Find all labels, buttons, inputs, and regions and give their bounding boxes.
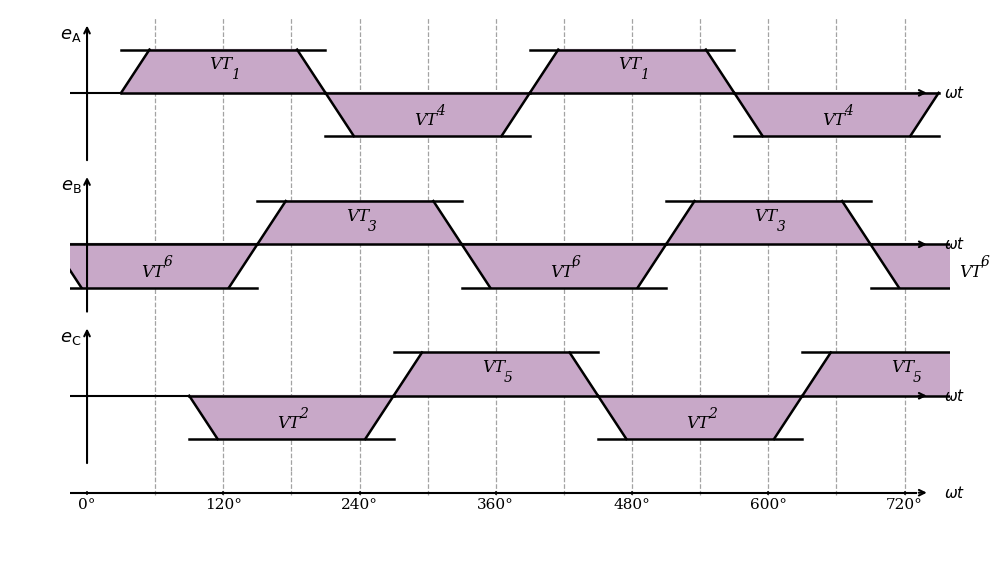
Text: $\omega t$: $\omega t$ — [944, 85, 966, 101]
Text: 1: 1 — [640, 68, 649, 82]
Text: 480°: 480° — [614, 498, 651, 512]
Text: $e_\mathrm{A}$: $e_\mathrm{A}$ — [60, 26, 81, 44]
Text: VT: VT — [686, 415, 709, 432]
Text: $\omega t$: $\omega t$ — [944, 388, 966, 404]
Text: VT: VT — [482, 359, 505, 376]
Text: 1: 1 — [231, 68, 240, 82]
Text: 3: 3 — [368, 220, 376, 234]
Text: 4: 4 — [845, 103, 853, 118]
Text: 2: 2 — [299, 407, 308, 420]
Polygon shape — [53, 244, 257, 288]
Text: 5: 5 — [504, 371, 513, 385]
Text: 6: 6 — [163, 255, 172, 269]
Polygon shape — [734, 93, 939, 136]
Polygon shape — [871, 244, 1000, 288]
Text: VT: VT — [346, 208, 369, 224]
Text: 4: 4 — [436, 103, 445, 118]
Text: $\omega t$: $\omega t$ — [944, 236, 966, 252]
Polygon shape — [325, 93, 530, 136]
Polygon shape — [598, 396, 802, 439]
Text: $\omega t$: $\omega t$ — [944, 485, 966, 501]
Text: 600°: 600° — [750, 498, 787, 512]
Text: 720°: 720° — [886, 498, 923, 512]
Polygon shape — [257, 201, 462, 244]
Text: VT: VT — [823, 112, 846, 130]
Text: $e_\mathrm{C}$: $e_\mathrm{C}$ — [60, 329, 81, 347]
Text: 2: 2 — [708, 407, 717, 420]
Text: VT: VT — [141, 264, 164, 281]
Polygon shape — [802, 352, 1000, 396]
Text: 240°: 240° — [341, 498, 378, 512]
Text: 360°: 360° — [477, 498, 514, 512]
Polygon shape — [666, 201, 871, 244]
Polygon shape — [189, 396, 394, 439]
Text: VT: VT — [414, 112, 437, 130]
Text: 5: 5 — [913, 371, 922, 385]
Text: 6: 6 — [572, 255, 581, 269]
Text: VT: VT — [959, 264, 982, 281]
Text: VT: VT — [550, 264, 573, 281]
Text: VT: VT — [891, 359, 914, 376]
Text: VT: VT — [209, 56, 233, 73]
Text: 120°: 120° — [205, 498, 242, 512]
Text: VT: VT — [754, 208, 778, 224]
Text: $e_\mathrm{B}$: $e_\mathrm{B}$ — [61, 177, 81, 195]
Text: 3: 3 — [776, 220, 785, 234]
Polygon shape — [121, 50, 325, 93]
Text: 6: 6 — [981, 255, 990, 269]
Polygon shape — [394, 352, 598, 396]
Text: VT: VT — [278, 415, 301, 432]
Text: 0°: 0° — [78, 498, 96, 512]
Text: VT: VT — [618, 56, 641, 73]
Polygon shape — [462, 244, 666, 288]
Polygon shape — [530, 50, 734, 93]
